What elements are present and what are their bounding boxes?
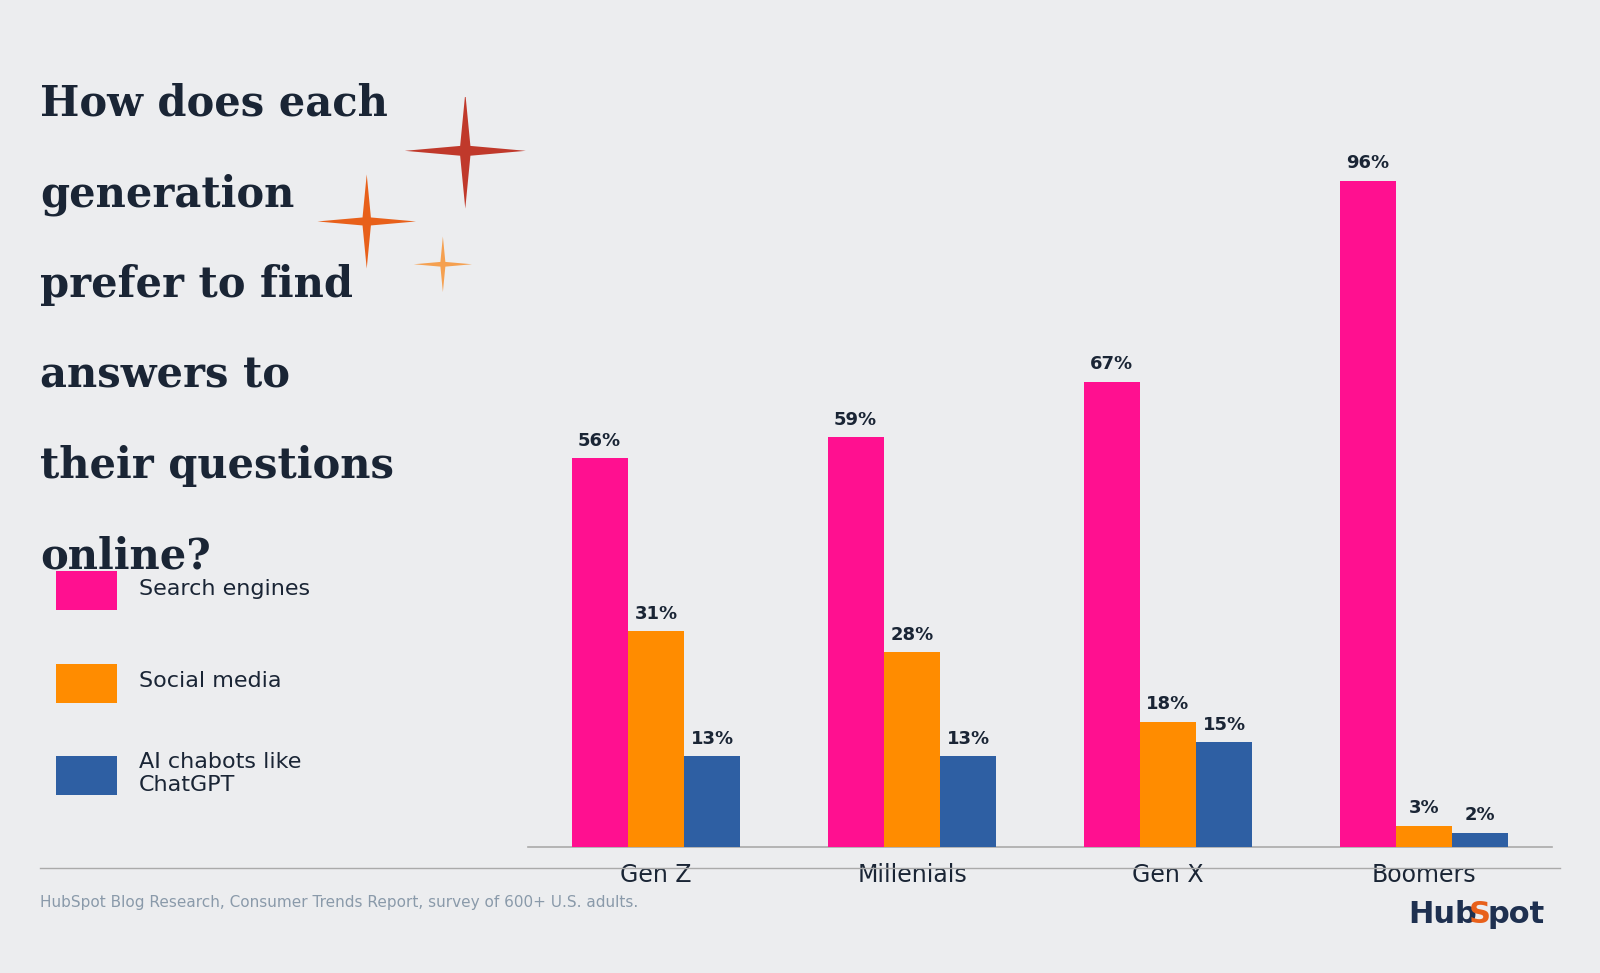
Text: 13%: 13% xyxy=(947,730,990,748)
Bar xyxy=(571,458,627,847)
Bar xyxy=(1197,742,1253,847)
Bar xyxy=(1395,826,1453,847)
Text: their questions: their questions xyxy=(40,445,394,486)
Text: How does each: How does each xyxy=(40,83,387,125)
Text: 31%: 31% xyxy=(635,605,677,623)
Bar xyxy=(627,631,685,847)
Polygon shape xyxy=(414,236,472,292)
Text: 13%: 13% xyxy=(691,730,734,748)
Text: prefer to find: prefer to find xyxy=(40,264,354,306)
Text: pot: pot xyxy=(1488,900,1546,929)
Bar xyxy=(883,652,941,847)
Text: 59%: 59% xyxy=(834,411,877,429)
Text: 2%: 2% xyxy=(1466,807,1496,824)
Text: HubSpot Blog Research, Consumer Trends Report, survey of 600+ U.S. adults.: HubSpot Blog Research, Consumer Trends R… xyxy=(40,895,638,911)
Bar xyxy=(685,756,741,847)
Bar xyxy=(1453,833,1509,847)
Polygon shape xyxy=(317,174,416,269)
Text: 96%: 96% xyxy=(1346,155,1389,172)
Text: 56%: 56% xyxy=(578,432,621,450)
Bar xyxy=(1083,381,1139,847)
Text: 18%: 18% xyxy=(1146,696,1190,713)
Bar xyxy=(1339,181,1395,847)
Text: generation: generation xyxy=(40,173,294,216)
Text: S: S xyxy=(1469,900,1491,929)
Text: 15%: 15% xyxy=(1203,716,1246,734)
Text: 67%: 67% xyxy=(1090,355,1133,374)
Text: 3%: 3% xyxy=(1408,800,1440,817)
Text: answers to: answers to xyxy=(40,354,290,396)
Text: Hub: Hub xyxy=(1408,900,1477,929)
Text: Search engines: Search engines xyxy=(139,579,310,598)
Text: online?: online? xyxy=(40,535,211,577)
Text: 28%: 28% xyxy=(890,626,934,644)
Bar xyxy=(827,437,883,847)
Polygon shape xyxy=(405,93,526,208)
Text: AI chabots like
ChatGPT: AI chabots like ChatGPT xyxy=(139,752,301,795)
Bar xyxy=(941,756,997,847)
Bar xyxy=(1139,722,1197,847)
Text: Social media: Social media xyxy=(139,671,282,691)
